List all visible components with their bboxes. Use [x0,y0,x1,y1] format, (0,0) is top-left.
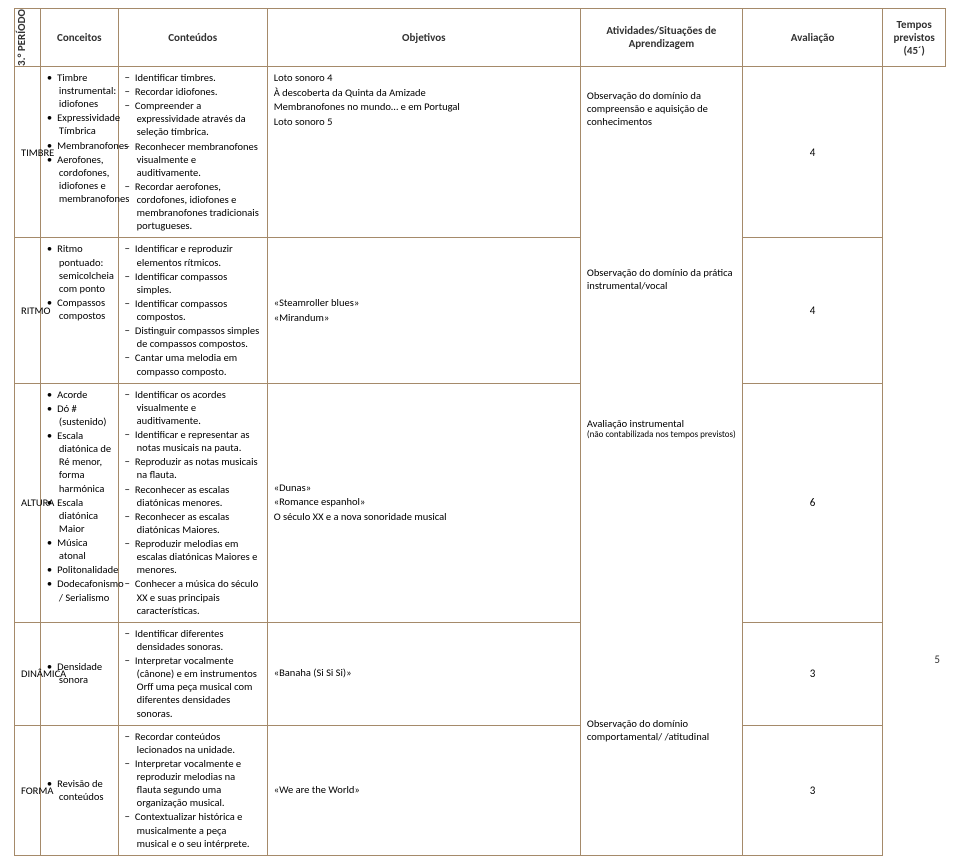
atividade-item: À descoberta da Quinta da Amizade [274,86,574,100]
col-conteudos-header: Conteúdos [118,9,267,67]
avaliacao-cell-4 [580,622,742,725]
list-item: Conhecer a música do século XX e suas pr… [125,577,261,616]
header-row: 3.° PERÍODO Conceitos Conteúdos Objetivo… [15,9,946,67]
list-item: Compassos compostos [47,296,112,322]
conteudos-altura: Acorde Dó # (sustenido) Escala diatónica… [40,383,118,622]
page-number: 5 [934,653,940,666]
list-item: Reproduzir as notas musicais na flauta. [125,455,261,481]
atividades-timbre: Loto sonoro 4 À descoberta da Quinta da … [267,66,580,238]
conteudos-timbre: Timbre instrumental: idiofones Expressiv… [40,66,118,238]
list-item: Cantar uma melodia em compasso composto. [125,351,261,377]
row-dinamica: DINÂMICA Densidade sonora Identificar di… [15,622,946,725]
list-item: Recordar conteúdos lecionados na unidade… [125,730,261,756]
list-item: Aerofones, cordofones, idiofones e membr… [47,153,112,206]
atividade-item: «Banaha (Si Si Si)» [274,666,574,680]
list-item: Expressividade Tímbrica [47,111,112,137]
list-item: Recordar aerofones, cordofones, idiofone… [125,180,261,233]
conteudos-forma: Revisão de conteúdos [40,725,118,855]
atividades-altura: «Dunas» «Romance espanhol» O século XX e… [267,383,580,622]
avaliacao-block-4: Observação do domínio comportamental/ /a… [587,717,736,743]
list-item: Recordar idiofones. [125,85,261,98]
avaliacao-cell-1: Observação do domínio da compreensão e a… [580,66,742,238]
row-timbre: TIMBRE Timbre instrumental: idiofones Ex… [15,66,946,238]
list-item: Interpretar vocalmente (cânone) e em ins… [125,654,261,720]
tempos-timbre: 4 [742,66,882,238]
col-atividades-header: Atividades/Situações de Aprendizagem [580,9,742,67]
conteudos-ritmo: Ritmo pontuado: semicolcheia com ponto C… [40,238,118,383]
list-item: Escala diatónica de Ré menor, forma harm… [47,429,112,495]
objetivos-timbre: Identificar timbres. Recordar idiofones.… [118,66,267,238]
row-altura: ALTURA Acorde Dó # (sustenido) Escala di… [15,383,946,622]
list-item: Música atonal [47,536,112,562]
list-item: Reconhecer as escalas diatónicas Maiores… [125,510,261,536]
col-conceitos-header: Conceitos [40,9,118,67]
period-label: 3.° PERÍODO [15,9,28,66]
list-item: Identificar e representar as notas music… [125,428,261,454]
list-item: Dodecafonismo / Serialismo [47,577,112,603]
list-item: Acorde [47,388,112,401]
atividade-item: Membranofones no mundo… e em Portugal [274,100,574,114]
list-item: Compreender a expressividade através da … [125,99,261,138]
atividade-item: Loto sonoro 4 [274,71,574,85]
list-item: Densidade sonora [47,660,112,686]
objetivos-dinamica: Identificar diferentes densidades sonora… [118,622,267,725]
curriculum-table: 3.° PERÍODO Conceitos Conteúdos Objetivo… [14,8,946,856]
tempos-ritmo: 4 [742,238,882,383]
objetivos-altura: Identificar os acordes visualmente e aud… [118,383,267,622]
objetivos-forma: Recordar conteúdos lecionados na unidade… [118,725,267,855]
list-item: Identificar os acordes visualmente e aud… [125,388,261,427]
conceito-forma: FORMA [15,725,41,855]
list-item: Identificar e reproduzir elementos rítmi… [125,242,261,268]
list-item: Identificar compassos compostos. [125,297,261,323]
avaliacao-block-1: Observação do domínio da compreensão e a… [587,89,736,128]
list-item: Identificar compassos simples. [125,270,261,296]
list-item: Ritmo pontuado: semicolcheia com ponto [47,242,112,295]
objetivos-ritmo: Identificar e reproduzir elementos rítmi… [118,238,267,383]
avaliacao-block-3-note: (não contabilizada nos tempos previstos) [587,430,736,440]
tempos-dinamica: 3 [742,622,882,725]
tempos-altura: 6 [742,383,882,622]
list-item: Revisão de conteúdos [47,777,112,803]
list-item: Distinguir compassos simples de compasso… [125,324,261,350]
row-ritmo: RITMO Ritmo pontuado: semicolcheia com p… [15,238,946,383]
conceito-ritmo: RITMO [15,238,41,383]
tempos-forma: 3 [742,725,882,855]
atividade-item: «Romance espanhol» [274,495,574,509]
atividade-item: O século XX e a nova sonoridade musical [274,510,574,524]
list-item: Politonalidade [47,563,112,576]
list-item: Timbre instrumental: idiofones [47,71,112,110]
list-item: Escala diatónica Maior [47,496,112,535]
list-item: Reproduzir melodias em escalas diatónica… [125,537,261,576]
avaliacao-block-2: Observação do domínio da prática instrum… [587,266,736,292]
col-tempos-header: Tempos previstos (45´) [883,9,946,67]
atividade-item: «Mirandum» [274,311,574,325]
conteudos-dinamica: Densidade sonora [40,622,118,725]
list-item: Identificar diferentes densidades sonora… [125,627,261,653]
conceito-altura: ALTURA [15,383,41,622]
conceito-timbre: TIMBRE [15,66,41,238]
avaliacao-cell-5: Observação do domínio comportamental/ /a… [580,725,742,855]
atividades-ritmo: «Steamroller blues» «Mirandum» [267,238,580,383]
avaliacao-cell-2: Observação do domínio da prática instrum… [580,238,742,383]
period-header: 3.° PERÍODO [15,9,41,67]
atividade-item: «We are the World» [274,783,574,797]
atividades-dinamica: «Banaha (Si Si Si)» [267,622,580,725]
atividade-item: «Steamroller blues» [274,296,574,310]
list-item: Identificar timbres. [125,71,261,84]
list-item: Reconhecer membranofones visualmente e a… [125,140,261,179]
avaliacao-cell-3: Avaliação instrumental (não contabilizad… [580,383,742,622]
list-item: Membranofones [47,139,112,152]
atividade-item: Loto sonoro 5 [274,115,574,129]
list-item: Contextualizar histórica e musicalmente … [125,810,261,849]
row-forma: FORMA Revisão de conteúdos Recordar cont… [15,725,946,855]
atividade-item: «Dunas» [274,481,574,495]
col-avaliacao-header: Avaliação [742,9,882,67]
conceito-dinamica: DINÂMICA [15,622,41,725]
list-item: Interpretar vocalmente e reproduzir melo… [125,757,261,810]
list-item: Dó # (sustenido) [47,402,112,428]
col-objetivos-header: Objetivos [267,9,580,67]
atividades-forma: «We are the World» [267,725,580,855]
list-item: Reconhecer as escalas diatónicas menores… [125,483,261,509]
